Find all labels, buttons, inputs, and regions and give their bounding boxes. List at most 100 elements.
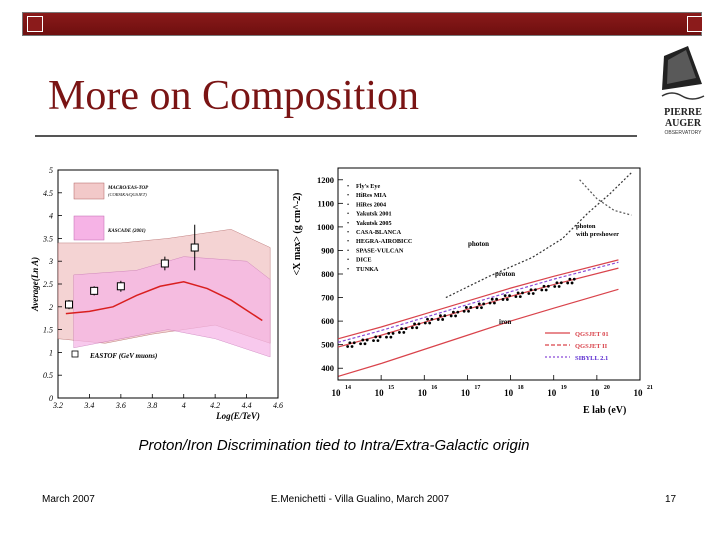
model-legend-label: SIBYLL 2.1 [575,355,608,362]
right-data-point [439,314,442,318]
right-data-point [410,326,414,330]
right-x-tick-exponent: 19 [561,385,567,391]
right-y-tick-label: 500 [321,340,334,350]
left-x-tick-label: 3.6 [115,401,126,410]
right-data-point [451,310,455,314]
right-data-point [555,281,559,285]
right-x-tick-exponent: 18 [518,385,524,391]
right-legend-marker: • [347,212,349,218]
left-y-tick-label: 4 [49,212,53,221]
left-x-tick-label: 4.4 [242,401,252,410]
left-y-tick-label: 3.5 [42,234,53,243]
right-data-point [449,314,453,318]
right-x-tick-label: 10 [547,388,557,398]
right-data-point [488,301,492,305]
right-x-tick-exponent: 21 [647,385,653,391]
right-data-point [559,281,563,285]
right-legend-label: Yakutsk 2001 [356,211,392,218]
eastof-point [116,282,125,291]
right-data-point [546,284,550,288]
right-legend-marker: • [347,248,349,254]
model-legend-label: QGSJET II [575,343,608,350]
left-y-tick-label: 1.5 [43,326,53,335]
right-x-tick-label: 10 [332,388,342,398]
legend-eastof-marker [71,350,79,358]
right-data-point [389,335,393,339]
right-data-point [572,277,576,281]
right-data-point [365,338,369,342]
right-data-point [480,306,483,310]
auger-logo-graphic [658,44,708,104]
right-x-tick-exponent: 15 [388,385,394,391]
right-data-point [490,297,494,301]
right-data-point [404,327,408,331]
right-data-point [376,339,380,343]
right-data-point [475,306,479,310]
left-y-tick-label: 2.5 [43,280,53,289]
right-x-axis-label: E lab (eV) [583,405,626,416]
right-data-point [361,338,365,342]
right-y-tick-label: 1200 [317,175,334,185]
right-legend-marker: • [347,239,349,245]
right-legend-marker: • [347,267,349,273]
right-data-point [462,309,466,313]
right-data-point [417,322,421,326]
right-data-point [531,292,535,295]
legend-label-macro: MACRO/EAS-TOP [107,186,149,191]
right-legend-label: HiRes MIA [356,192,387,199]
eastof-point [190,243,199,252]
left-x-tick-label: 3.2 [52,401,63,410]
left-x-tick-label: 3.4 [83,401,94,410]
right-data-point [482,302,486,306]
right-series-line [445,172,632,299]
right-legend-marker: • [347,202,349,208]
right-data-point [456,310,460,314]
left-red-line [65,280,263,322]
right-data-point [415,326,419,330]
title-bar [22,12,703,36]
right-legend-marker: • [347,184,349,190]
eastof-point [90,286,99,295]
left-y-tick-label: 1 [49,348,53,357]
left-y-axis-label: Average(Ln A) [30,257,40,312]
right-data-point [570,281,574,285]
right-data-point [385,335,388,339]
right-x-tick-exponent: 16 [431,385,437,391]
left-x-tick-label: 4.2 [210,401,220,410]
legend-label-eastof: EASTOF (GeV muons) [89,352,157,360]
right-data-point [423,321,427,325]
right-data-point [400,327,404,331]
right-data-point [493,301,496,305]
right-y-tick-label: 1100 [317,198,334,208]
right-x-tick-label: 10 [590,388,600,398]
bar-square [687,16,703,32]
page-number: 17 [665,494,677,505]
right-data-point [391,331,395,335]
right-data-point [348,341,352,345]
right-data-point [402,331,406,334]
right-data-point [469,306,473,309]
right-data-point [505,298,509,301]
right-y-tick-label: 600 [321,316,334,326]
right-data-point [544,288,548,292]
footer-center: E.Menichetti - Villa Gualino, March 2007 [270,494,450,505]
right-data-point [436,318,440,321]
right-data-point [464,306,468,309]
right-data-point [514,295,518,299]
right-data-point [363,342,367,346]
right-data-point [398,331,401,334]
right-data-point [430,317,434,321]
right-data-point [516,291,520,295]
right-data-point [527,292,531,295]
right-legend-label: HEGRA-AIROBICC [356,238,412,245]
right-data-point [508,294,511,298]
right-y-tick-label: 400 [321,363,334,373]
right-data-point [454,314,457,318]
right-data-point [443,314,447,318]
right-data-point [521,291,524,295]
left-x-tick-label: 3.8 [146,401,157,410]
right-legend-label: Yakutsk 2005 [356,220,392,227]
right-y-tick-label: 800 [321,269,334,279]
right-data-point [413,322,416,326]
